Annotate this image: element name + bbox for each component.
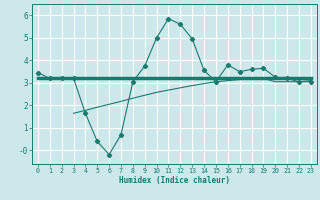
X-axis label: Humidex (Indice chaleur): Humidex (Indice chaleur) [119,176,230,185]
